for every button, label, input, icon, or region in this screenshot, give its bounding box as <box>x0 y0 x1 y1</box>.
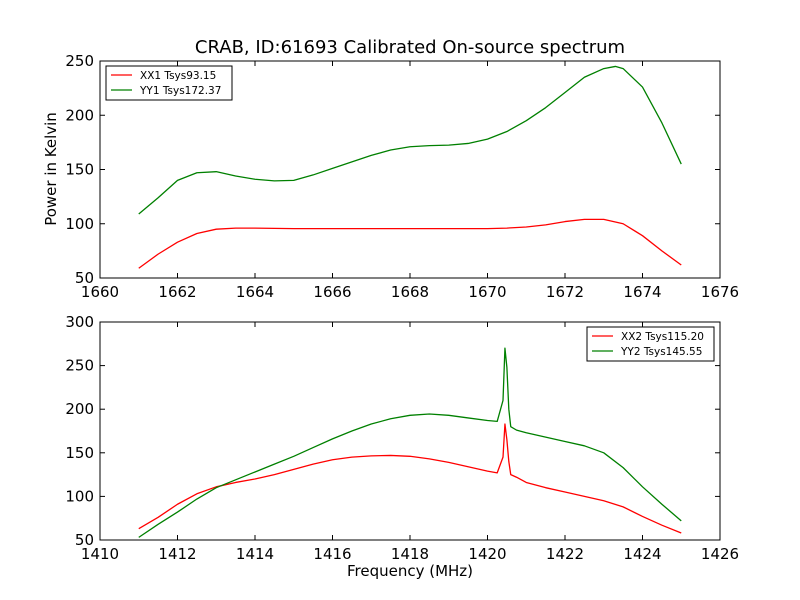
bottom-plot-legend-box <box>586 326 715 362</box>
bottom-plot-y-tick-label: 50 <box>75 531 94 549</box>
bottom-plot-y-tick-label: 100 <box>65 487 94 505</box>
top-plot-x-tick-label: 1662 <box>158 283 196 301</box>
bottom-plot-y-tick-label: 150 <box>65 444 94 462</box>
top-plot-y-tick-label: 250 <box>65 52 94 70</box>
bottom-plot-x-tick-label: 1414 <box>236 545 274 563</box>
bottom-plot-x-ticks: 1410 1412 1414 1416 1418 1420 1422 1424 1426 <box>81 322 739 563</box>
top-plot-x-tick-label: 1672 <box>546 283 584 301</box>
y-axis-title: Power in Kelvin <box>42 112 60 226</box>
top-plot-legend-label-2: YY1 Tsys172.37 <box>139 85 221 97</box>
bottom-plot-legend-label-1: XX2 Tsys115.20 <box>621 331 704 343</box>
top-plot-x-tick-label: 1666 <box>313 283 351 301</box>
bottom-plot-x-tick-label: 1426 <box>701 545 739 563</box>
bottom-plot-y-ticks: 50 100 150 200 250 300 <box>65 313 720 549</box>
bottom-plot-series-line-2 <box>138 347 682 538</box>
top-plot-series-line-2 <box>138 65 682 215</box>
bottom-plot: 1410 1412 1414 1416 1418 1420 1422 1424 1426 501… <box>65 313 739 563</box>
top-plot-x-tick-label: 1660 <box>81 283 119 301</box>
bottom-plot-y-tick-label: 200 <box>65 400 94 418</box>
top-plot-y-tick-label: 100 <box>65 215 94 233</box>
top-plot-lines <box>138 65 682 269</box>
top-plot-x-tick-label: 1664 <box>236 283 274 301</box>
top-plot-x-tick-label: 1676 <box>701 283 739 301</box>
top-plot-legend-label-1: XX1 Tsys93.15 <box>140 70 216 82</box>
top-plot-y-tick-label: 50 <box>75 269 94 287</box>
bottom-plot-lines <box>138 347 682 538</box>
bottom-plot-series-line-1 <box>138 423 682 534</box>
bottom-plot-x-tick-label: 1424 <box>623 545 661 563</box>
top-plot: 1660 1662 1664 1666 1668 1670 1672 1674 1676 501… <box>65 52 739 301</box>
figure-title: CRAB, ID:61693 Calibrated On-source spec… <box>195 37 625 58</box>
bottom-plot-x-tick-label: 1418 <box>391 545 429 563</box>
bottom-plot-x-tick-label: 1416 <box>313 545 351 563</box>
top-plot-x-ticks: 1660 1662 1664 1666 1668 1670 1672 1674 1676 <box>81 61 739 301</box>
top-plot-x-tick-label: 1674 <box>623 283 661 301</box>
bottom-plot-legend: XX2 Tsys115.20 YY2 Tsys145.55 <box>586 326 715 362</box>
top-plot-y-tick-label: 200 <box>65 106 94 124</box>
bottom-plot-x-tick-label: 1412 <box>158 545 196 563</box>
top-plot-x-tick-label: 1670 <box>468 283 506 301</box>
bottom-plot-y-tick-label: 300 <box>65 313 94 331</box>
x-axis-title: Frequency (MHz) <box>347 562 473 580</box>
bottom-plot-legend-label-2: YY2 Tsys145.55 <box>620 346 702 358</box>
top-plot-legend-box <box>105 65 233 101</box>
top-plot-series-line-1 <box>138 218 682 269</box>
top-plot-y-tick-label: 150 <box>65 161 94 179</box>
bottom-plot-x-tick-label: 1422 <box>546 545 584 563</box>
top-plot-x-tick-label: 1668 <box>391 283 429 301</box>
top-plot-legend: XX1 Tsys93.15 YY1 Tsys172.37 <box>105 65 233 101</box>
top-plot-y-ticks: 50 100 150 200 250 <box>65 52 720 287</box>
bottom-plot-x-tick-label: 1410 <box>81 545 119 563</box>
bottom-plot-y-tick-label: 250 <box>65 357 94 375</box>
bottom-plot-x-tick-label: 1420 <box>468 545 506 563</box>
